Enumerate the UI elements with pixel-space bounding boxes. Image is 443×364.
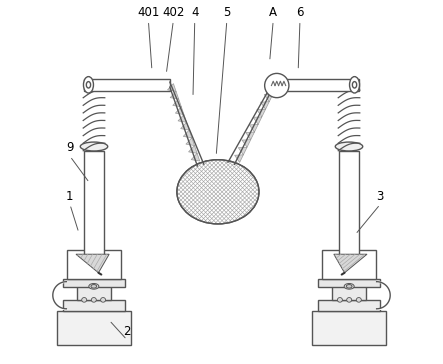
Ellipse shape	[346, 285, 352, 288]
Ellipse shape	[101, 297, 105, 302]
Ellipse shape	[264, 74, 289, 98]
Ellipse shape	[80, 142, 108, 151]
Bar	[312, 311, 385, 345]
Bar	[63, 300, 125, 311]
Ellipse shape	[91, 297, 96, 302]
Bar	[58, 311, 131, 345]
Polygon shape	[167, 84, 200, 161]
Text: 402: 402	[162, 6, 185, 19]
Bar	[332, 286, 366, 300]
Text: 6: 6	[296, 6, 304, 19]
Polygon shape	[76, 254, 109, 273]
Bar	[84, 79, 170, 91]
Text: A: A	[269, 6, 277, 19]
Bar	[63, 279, 125, 287]
Ellipse shape	[177, 160, 259, 224]
Ellipse shape	[86, 82, 91, 88]
Ellipse shape	[356, 297, 361, 302]
Ellipse shape	[82, 297, 87, 302]
Bar	[322, 250, 376, 279]
Bar	[273, 79, 359, 91]
Bar	[318, 279, 380, 287]
Text: 3: 3	[377, 190, 384, 202]
Text: 1: 1	[66, 190, 74, 202]
Text: 401: 401	[137, 6, 159, 19]
Polygon shape	[235, 87, 277, 162]
Ellipse shape	[89, 284, 99, 289]
Text: 2: 2	[123, 325, 131, 338]
Bar	[339, 151, 359, 258]
Text: 5: 5	[223, 6, 230, 19]
Ellipse shape	[344, 284, 354, 289]
Ellipse shape	[83, 76, 93, 93]
Bar	[318, 300, 380, 311]
Bar	[84, 151, 104, 258]
Text: 9: 9	[66, 141, 74, 154]
Bar	[77, 286, 111, 300]
Ellipse shape	[350, 76, 360, 93]
Ellipse shape	[347, 297, 352, 302]
Ellipse shape	[352, 82, 357, 88]
Bar	[67, 250, 121, 279]
Ellipse shape	[91, 285, 97, 288]
Ellipse shape	[335, 142, 363, 151]
Polygon shape	[334, 254, 367, 273]
Ellipse shape	[338, 297, 342, 302]
Text: 4: 4	[191, 6, 198, 19]
